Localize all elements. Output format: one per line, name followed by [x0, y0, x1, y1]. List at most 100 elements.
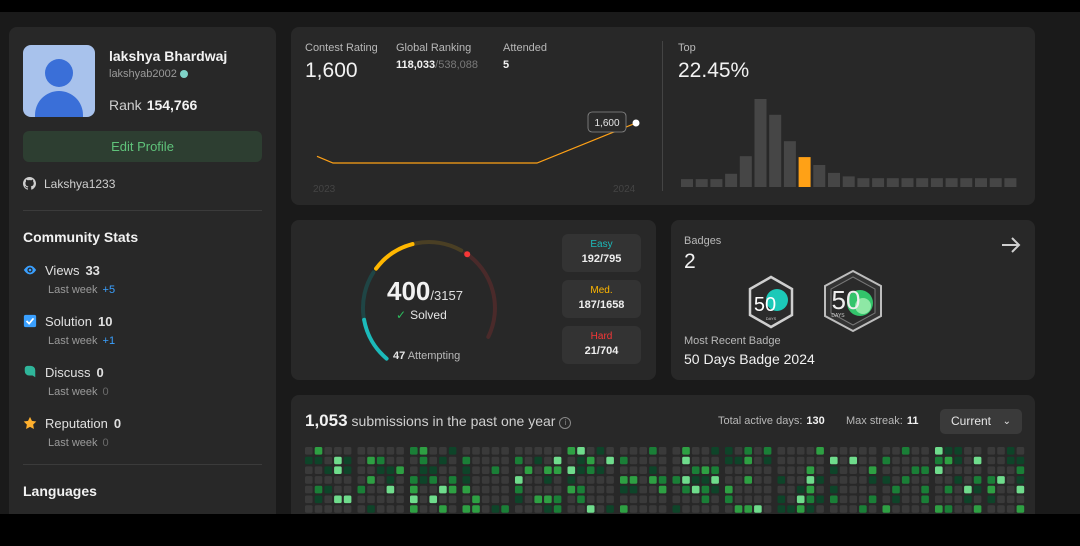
heatmap-cell	[911, 466, 920, 474]
heatmap-cell	[639, 456, 647, 465]
heatmap-cell	[691, 505, 700, 513]
heatmap-cell	[501, 495, 509, 504]
heatmap-cell	[882, 447, 891, 455]
year-select[interactable]: Current ⌄	[940, 409, 1022, 434]
heatmap-cell	[882, 466, 891, 474]
heatmap-cell	[911, 495, 920, 504]
heatmap-cell	[691, 456, 700, 465]
heatmap-cell	[429, 456, 437, 465]
profile-sidebar: lakshya Bhardwaj lakshyab2002 Rank 154,76…	[9, 27, 276, 514]
heatmap-cell	[439, 447, 447, 455]
heatmap-cell	[701, 456, 710, 465]
heatmap-cell	[754, 456, 762, 465]
heatmap-cell	[501, 505, 509, 513]
heatmap-cell	[439, 485, 447, 494]
heatmap-cell	[462, 505, 471, 513]
heatmap-cell	[386, 476, 395, 484]
heatmap-cell	[553, 495, 562, 504]
histogram-bar	[872, 178, 885, 187]
heatmap-cell	[534, 476, 542, 484]
heatmap-cell	[964, 485, 972, 494]
heatmap-cell	[691, 447, 700, 455]
heatmap-cell	[314, 495, 323, 504]
heatmap-cell	[1006, 505, 1015, 513]
heatmap-cell	[1006, 447, 1015, 455]
medium-progress	[374, 242, 415, 271]
heatmap-cell	[567, 447, 576, 455]
heatmap-cell	[462, 476, 471, 484]
easy-progress	[362, 317, 389, 361]
heatmap-cell	[596, 456, 605, 465]
heatmap-cell	[586, 466, 595, 474]
heatmap-cell	[596, 495, 605, 504]
heatmap-cell	[944, 495, 953, 504]
heatmap-cell	[553, 505, 562, 513]
heatmap-cell	[462, 485, 471, 494]
heatmap-cell	[649, 495, 657, 504]
heatmap-cell	[777, 505, 786, 513]
heatmap-cell	[777, 456, 786, 465]
solved-label: ✓ Solved	[396, 308, 447, 322]
heatmap-cell	[997, 447, 1005, 455]
heatmap-cell	[419, 456, 428, 465]
heatmap-cell	[892, 466, 900, 474]
heatmap-cell	[725, 466, 733, 474]
arrow-right-icon[interactable]	[1001, 236, 1021, 254]
heatmap-cell	[997, 476, 1005, 484]
heatmap-cell	[386, 495, 395, 504]
heatmap-cell	[997, 495, 1005, 504]
heatmap-cell	[324, 495, 332, 504]
heatmap-cell	[787, 476, 795, 484]
rating-line-chart[interactable]: 1,600 2023 2024	[291, 87, 663, 193]
heatmap-cell	[649, 505, 657, 513]
heatmap-cell	[606, 495, 614, 504]
ranking-histogram[interactable]	[679, 95, 1019, 189]
heatmap-cell	[376, 476, 385, 484]
easy-pill[interactable]: Easy 192/795	[562, 234, 641, 272]
heatmap-cell	[658, 495, 667, 504]
heatmap-cell	[849, 476, 857, 484]
heatmap-cell	[816, 456, 824, 465]
heatmap-cell	[849, 485, 857, 494]
heatmap-cell	[386, 505, 395, 513]
heatmap-cell	[849, 495, 857, 504]
heatmap-cell	[586, 447, 595, 455]
heatmap-cell	[787, 485, 795, 494]
histogram-bar	[886, 178, 899, 187]
heatmap-cell	[410, 476, 418, 484]
check-icon: ✓	[396, 308, 407, 322]
heatmap-cell	[343, 447, 352, 455]
heatmap-cell	[629, 476, 638, 484]
heatmap-cell	[973, 466, 982, 474]
heatmap-cell	[682, 466, 690, 474]
heatmap-cell	[734, 485, 743, 494]
submission-heatmap[interactable]	[305, 447, 1025, 514]
edit-profile-button[interactable]: Edit Profile	[23, 131, 262, 162]
medium-pill[interactable]: Med. 187/1658	[562, 280, 641, 318]
hard-pill[interactable]: Hard 21/704	[562, 326, 641, 364]
heatmap-cell	[901, 476, 910, 484]
heatmap-cell	[462, 447, 471, 455]
50-days-badge-icon[interactable]: 50 DAYS	[747, 275, 795, 329]
heatmap-cell	[544, 447, 552, 455]
solved-progress-ring[interactable]	[351, 234, 507, 370]
heatmap-cell	[491, 466, 500, 474]
github-link[interactable]: Lakshya1233	[23, 177, 115, 191]
heatmap-cell	[691, 466, 700, 474]
50-days-badge-2024-icon[interactable]: 50 DAYS	[822, 269, 884, 333]
histogram-bar	[681, 179, 693, 187]
heatmap-cell	[596, 466, 605, 474]
heatmap-cell	[1006, 495, 1015, 504]
svg-text:50: 50	[832, 285, 861, 315]
heatmap-cell	[944, 505, 953, 513]
heatmap-cell	[620, 505, 628, 513]
heatmap-cell	[935, 495, 943, 504]
heatmap-cell	[396, 505, 404, 513]
heatmap-cell	[305, 485, 313, 494]
info-icon[interactable]: i	[559, 417, 572, 429]
heatmap-cell	[419, 466, 428, 474]
heatmap-cell	[711, 476, 719, 484]
heatmap-cell	[701, 485, 710, 494]
heatmap-cell	[577, 505, 585, 513]
avatar[interactable]	[23, 45, 95, 117]
